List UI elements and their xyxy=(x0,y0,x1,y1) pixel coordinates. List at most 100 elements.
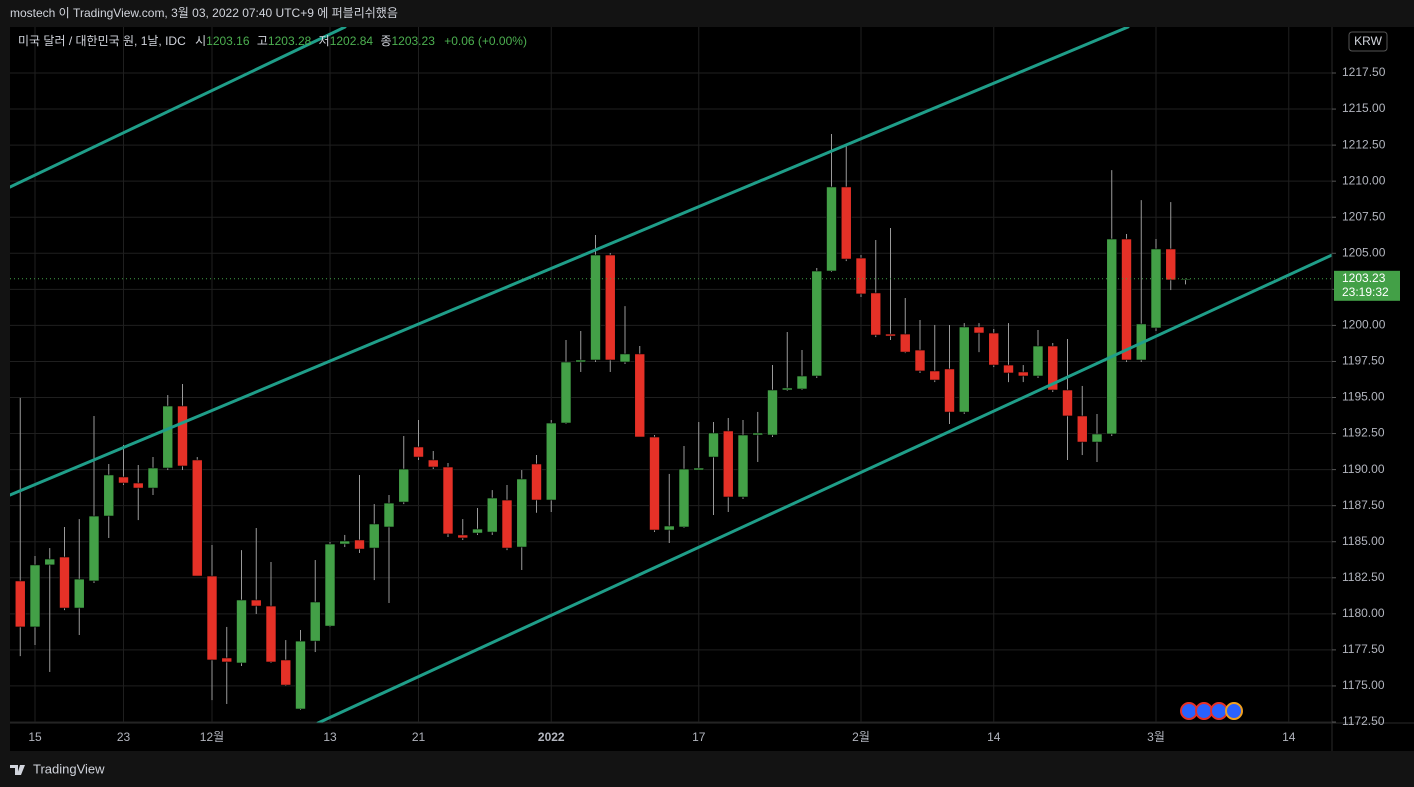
legend: 미국 달러 / 대한민국 원, 1날, IDC 시1203.16 고1203.2… xyxy=(18,34,527,48)
y-tick-label: 1200.00 xyxy=(1342,318,1386,332)
event-icon[interactable] xyxy=(1195,702,1213,720)
candle-body xyxy=(914,349,926,372)
candle-body xyxy=(339,540,351,545)
candle-body xyxy=(560,361,572,424)
candle-body xyxy=(1180,278,1191,281)
countdown: 23:19:32 xyxy=(1342,285,1389,299)
candle-body xyxy=(826,186,837,272)
event-icon[interactable] xyxy=(1210,702,1228,720)
candle-body xyxy=(649,436,660,531)
trend-line xyxy=(10,27,347,189)
candle-body xyxy=(383,502,395,528)
candle-body xyxy=(944,368,955,413)
candle-body xyxy=(486,497,498,533)
brand-logo xyxy=(10,765,25,775)
candle-body xyxy=(796,375,808,390)
y-tick-label: 1215.00 xyxy=(1342,101,1386,115)
trend-line xyxy=(10,27,1130,497)
candle-body xyxy=(191,459,203,577)
x-tick-label: 3월 xyxy=(1147,730,1165,744)
candle-body xyxy=(1106,238,1118,435)
candle-body xyxy=(1003,364,1014,374)
candle-body xyxy=(545,422,557,501)
candle-body xyxy=(162,405,174,469)
candle-body xyxy=(206,575,218,661)
candle-body xyxy=(457,534,469,539)
y-tick-label: 1197.50 xyxy=(1342,354,1385,368)
candle-body xyxy=(663,525,675,531)
x-tick-label: 14 xyxy=(987,730,1001,744)
trend-line xyxy=(316,253,1332,723)
candle-body xyxy=(840,186,852,260)
candle-body xyxy=(309,601,321,642)
y-tick-label: 1172.50 xyxy=(1342,714,1385,728)
candle-body xyxy=(1091,433,1103,443)
ohlc-value: 1203.28 xyxy=(268,34,312,48)
candle-body xyxy=(1047,345,1059,391)
y-tick-label: 1182.50 xyxy=(1342,570,1385,584)
candle-body xyxy=(1032,345,1044,377)
candle-body xyxy=(752,432,764,436)
candle-body xyxy=(427,459,439,468)
brand: TradingView xyxy=(10,761,105,776)
change: +0.06 (+0.00%) xyxy=(444,34,527,48)
candle-body xyxy=(221,657,233,663)
candle-body xyxy=(590,254,601,361)
ohlc-label: 종 xyxy=(380,34,391,48)
candle-body xyxy=(132,482,144,489)
candle-body xyxy=(1017,371,1029,377)
y-tick-label: 1212.50 xyxy=(1342,137,1386,151)
candle-body xyxy=(236,599,247,664)
publish-note: mostech 이 TradingView.com, 3월 03, 2022 0… xyxy=(10,6,398,20)
ohlc-label: 고 xyxy=(257,34,268,48)
candle-body xyxy=(280,659,292,686)
candle-body xyxy=(929,370,941,381)
y-tick-label: 1175.00 xyxy=(1342,678,1385,692)
symbol-title: 미국 달러 / 대한민국 원, 1날, IDC xyxy=(18,34,186,48)
candle-body xyxy=(398,468,410,503)
candle-body xyxy=(737,434,749,498)
candle-body xyxy=(413,446,424,458)
candles xyxy=(14,134,1191,711)
event-icons xyxy=(1180,702,1243,720)
last-price-badge xyxy=(1334,270,1400,301)
y-tick-label: 1195.00 xyxy=(1342,390,1385,404)
y-tick-label: 1192.50 xyxy=(1342,426,1385,440)
candle-body xyxy=(1076,415,1088,443)
candle-body xyxy=(147,467,159,489)
y-tick-label: 1185.00 xyxy=(1342,534,1385,548)
candle-body xyxy=(604,254,616,361)
x-tick-label: 23 xyxy=(117,730,131,744)
candle-body xyxy=(855,257,867,295)
event-icon[interactable] xyxy=(1225,702,1243,720)
candle-body xyxy=(1062,389,1073,417)
candle-body xyxy=(767,389,778,436)
x-tick-label: 17 xyxy=(692,730,706,744)
x-tick-label: 12월 xyxy=(200,730,224,744)
currency-label: KRW xyxy=(1354,34,1382,48)
candle-body xyxy=(781,387,793,391)
y-tick-label: 1217.50 xyxy=(1342,65,1386,79)
y-tick-label: 1207.50 xyxy=(1342,209,1386,223)
candle-body xyxy=(1150,248,1162,329)
candle-body xyxy=(708,432,719,458)
candle-body xyxy=(44,558,56,566)
candle-body xyxy=(354,539,365,550)
event-icon[interactable] xyxy=(1180,702,1198,720)
currency-badge[interactable] xyxy=(1348,31,1388,52)
candle-body xyxy=(265,605,277,663)
candle-body xyxy=(575,359,587,363)
x-tick-label: 15 xyxy=(28,730,42,744)
x-tick-label: 13 xyxy=(323,730,337,744)
candle-body xyxy=(472,528,483,534)
y-tick-label: 1177.50 xyxy=(1342,642,1385,656)
candle-body xyxy=(177,405,188,467)
y-tick-label: 1190.00 xyxy=(1342,462,1385,476)
candle-body xyxy=(88,515,100,582)
ohlc-label: 저 xyxy=(319,34,330,48)
candle-body xyxy=(14,580,26,628)
candle-body xyxy=(1121,238,1132,361)
candle-body xyxy=(899,333,911,353)
x-tick-label: 21 xyxy=(412,730,426,744)
